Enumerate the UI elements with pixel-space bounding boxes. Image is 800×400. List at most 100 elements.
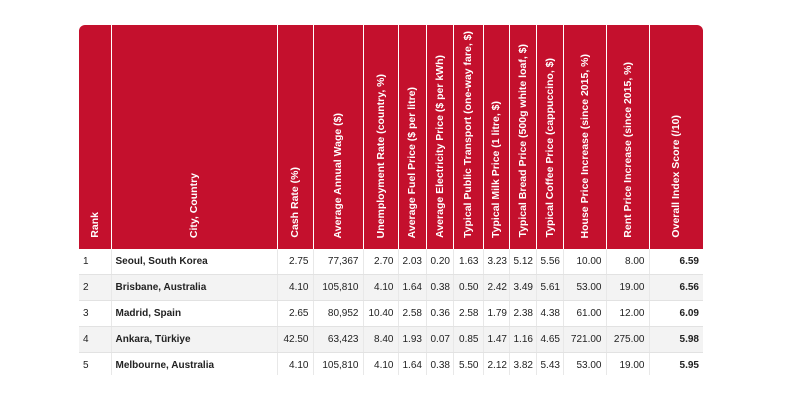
column-header-label: Rank xyxy=(88,212,101,238)
table-cell-typical-public-transport: 2.58 xyxy=(453,300,484,327)
table-cell-house-price-increase: 10.00 xyxy=(563,248,607,275)
table-cell-overall-index-score: 6.09 xyxy=(649,300,703,327)
column-header-average-annual-wage[interactable]: Average Annual Wage ($) xyxy=(313,25,364,249)
column-header-typical-public-transport[interactable]: Typical Public Transport (one-way fare, … xyxy=(453,25,484,249)
column-header-label: Average Annual Wage ($) xyxy=(332,112,344,238)
table-cell-overall-index-score: 5.98 xyxy=(649,326,703,353)
table-cell-cash-rate: 2.65 xyxy=(277,300,314,327)
data-table-container: Rank City, Country Cash Rate (%) Average An… xyxy=(79,25,703,375)
table-cell-average-fuel-price: 2.03 xyxy=(398,248,427,275)
table-cell-typical-public-transport: 0.50 xyxy=(453,274,484,301)
table-cell-rent-price-increase: 275.00 xyxy=(606,326,650,353)
table-cell-unemployment-rate: 4.10 xyxy=(363,352,399,375)
table-cell-typical-public-transport: 1.63 xyxy=(453,248,484,275)
table-cell-overall-index-score: 5.95 xyxy=(649,352,703,375)
column-header-label: House Price Increase (since 2015, %) xyxy=(578,53,591,238)
table-row: 3 Madrid, Spain 2.65 80,952 10.40 2.58 0.36 2.5… xyxy=(79,300,703,327)
column-header-label: Average Electricity Price ($ per kWh) xyxy=(433,55,446,238)
table-cell-average-fuel-price: 1.64 xyxy=(398,352,427,375)
table-cell-average-annual-wage: 80,952 xyxy=(313,300,364,327)
column-header-typical-milk-price[interactable]: Typical Milk Price (1 litre, $) xyxy=(483,25,510,249)
table-cell-city-country: Melbourne, Australia xyxy=(111,352,278,375)
table-cell-typical-milk-price: 1.47 xyxy=(483,326,510,353)
column-header-label: Unemployment Rate (country, %) xyxy=(374,73,387,238)
column-header-label: Rent Price Increase (since 2015, %) xyxy=(621,62,634,238)
table-cell-typical-milk-price: 2.12 xyxy=(483,352,510,375)
table-cell-typical-bread-price: 5.12 xyxy=(509,248,537,275)
table-cell-unemployment-rate: 10.40 xyxy=(363,300,399,327)
table-cell-unemployment-rate: 8.40 xyxy=(363,326,399,353)
table-cell-typical-bread-price: 2.38 xyxy=(509,300,537,327)
column-header-label: Typical Bread Price (500g white loaf, $) xyxy=(516,44,529,238)
table-cell-cash-rate: 4.10 xyxy=(277,352,314,375)
table-cell-overall-index-score: 6.56 xyxy=(649,274,703,301)
column-header-house-price-increase[interactable]: House Price Increase (since 2015, %) xyxy=(563,25,607,249)
table-cell-unemployment-rate: 2.70 xyxy=(363,248,399,275)
table-cell-typical-public-transport: 5.50 xyxy=(453,352,484,375)
table-row: 1 Seoul, South Korea 2.75 77,367 2.70 2.03 0.2… xyxy=(79,248,703,275)
table-cell-rent-price-increase: 19.00 xyxy=(606,352,650,375)
table-cell-rank: 5 xyxy=(79,352,112,375)
table-body: 1 Seoul, South Korea 2.75 77,367 2.70 2.03 0.2… xyxy=(79,248,703,375)
table-cell-cash-rate: 4.10 xyxy=(277,274,314,301)
table-cell-average-electricity-price: 0.38 xyxy=(426,274,454,301)
column-header-typical-bread-price[interactable]: Typical Bread Price (500g white loaf, $) xyxy=(509,25,537,249)
table-cell-house-price-increase: 53.00 xyxy=(563,352,607,375)
table-cell-typical-public-transport: 0.85 xyxy=(453,326,484,353)
table-row: 2 Brisbane, Australia 4.10 105,810 4.10 1.64 0… xyxy=(79,274,703,301)
table-cell-typical-milk-price: 2.42 xyxy=(483,274,510,301)
column-header-cash-rate[interactable]: Cash Rate (%) xyxy=(277,25,314,249)
table-cell-rent-price-increase: 19.00 xyxy=(606,274,650,301)
table-cell-average-annual-wage: 63,423 xyxy=(313,326,364,353)
table-row: 5 Melbourne, Australia 4.10 105,810 4.10 1.64… xyxy=(79,352,703,375)
table-cell-city-country: Seoul, South Korea xyxy=(111,248,278,275)
table-header-row: Rank City, Country Cash Rate (%) Average An… xyxy=(79,25,703,249)
table-cell-house-price-increase: 53.00 xyxy=(563,274,607,301)
column-header-label: Typical Public Transport (one-way fare, … xyxy=(462,31,474,238)
table-cell-overall-index-score: 6.59 xyxy=(649,248,703,275)
table-cell-typical-coffee-price: 5.56 xyxy=(536,248,564,275)
table-cell-average-electricity-price: 0.36 xyxy=(426,300,454,327)
column-header-overall-index-score[interactable]: Overall Index Score (/10) xyxy=(649,25,703,249)
table-cell-city-country: Ankara, Türkiye xyxy=(111,326,278,353)
table-cell-rent-price-increase: 8.00 xyxy=(606,248,650,275)
column-header-average-fuel-price[interactable]: Average Fuel Price ($ per litre) xyxy=(398,25,427,249)
column-header-label: Average Fuel Price ($ per litre) xyxy=(406,86,418,238)
table-cell-typical-coffee-price: 4.38 xyxy=(536,300,564,327)
table-cell-cash-rate: 2.75 xyxy=(277,248,314,275)
column-header-label: Typical Coffee Price (cappuccino, $) xyxy=(543,58,556,238)
column-header-rent-price-increase[interactable]: Rent Price Increase (since 2015, %) xyxy=(606,25,650,249)
table-cell-cash-rate: 42.50 xyxy=(277,326,314,353)
column-header-typical-coffee-price[interactable]: Typical Coffee Price (cappuccino, $) xyxy=(536,25,564,249)
column-header-label: City, Country xyxy=(188,172,200,238)
column-header-label: Overall Index Score (/10) xyxy=(670,115,683,238)
table-cell-average-annual-wage: 77,367 xyxy=(313,248,364,275)
table-cell-rank: 2 xyxy=(79,274,112,301)
table-cell-typical-coffee-price: 5.61 xyxy=(536,274,564,301)
table-cell-typical-milk-price: 1.79 xyxy=(483,300,510,327)
table-cell-rank: 4 xyxy=(79,326,112,353)
table-cell-typical-milk-price: 3.23 xyxy=(483,248,510,275)
table-cell-average-annual-wage: 105,810 xyxy=(313,274,364,301)
table-cell-typical-coffee-price: 4.65 xyxy=(536,326,564,353)
table-cell-rank: 3 xyxy=(79,300,112,327)
table-cell-city-country: Brisbane, Australia xyxy=(111,274,278,301)
table-cell-typical-bread-price: 3.49 xyxy=(509,274,537,301)
table-cell-unemployment-rate: 4.10 xyxy=(363,274,399,301)
table-cell-average-electricity-price: 0.20 xyxy=(426,248,454,275)
column-header-city-country[interactable]: City, Country xyxy=(111,25,278,249)
table-cell-house-price-increase: 721.00 xyxy=(563,326,607,353)
table-cell-typical-bread-price: 1.16 xyxy=(509,326,537,353)
table-cell-average-fuel-price: 1.93 xyxy=(398,326,427,353)
table-cell-house-price-increase: 61.00 xyxy=(563,300,607,327)
table-cell-city-country: Madrid, Spain xyxy=(111,300,278,327)
table-cell-average-annual-wage: 105,810 xyxy=(313,352,364,375)
column-header-average-electricity-price[interactable]: Average Electricity Price ($ per kWh) xyxy=(426,25,454,249)
column-header-rank[interactable]: Rank xyxy=(79,25,112,249)
column-header-unemployment-rate[interactable]: Unemployment Rate (country, %) xyxy=(363,25,399,249)
table-cell-typical-bread-price: 3.82 xyxy=(509,352,537,375)
column-header-label: Typical Milk Price (1 litre, $) xyxy=(490,101,502,238)
cost-of-living-table: Rank City, Country Cash Rate (%) Average An… xyxy=(79,25,703,375)
table-cell-average-electricity-price: 0.07 xyxy=(426,326,454,353)
table-cell-average-fuel-price: 2.58 xyxy=(398,300,427,327)
